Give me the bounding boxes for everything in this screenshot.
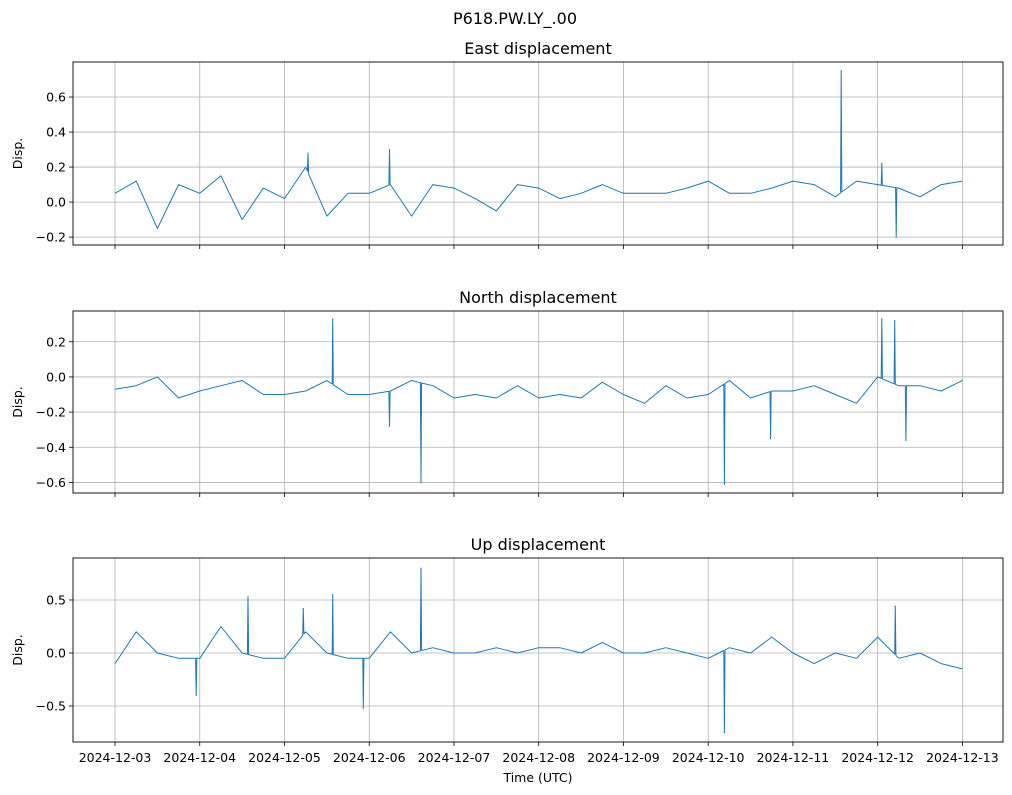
- subplot-east: −0.2 0.0 0.2 0.4 0.6 East displacement Disp.: [10, 39, 1004, 249]
- x-tick-label: 2024-12-13: [926, 750, 999, 765]
- spike-point: [420, 481, 422, 484]
- y-tick-label: 0.5: [46, 592, 66, 607]
- x-tick-label: 2024-12-06: [333, 750, 406, 765]
- series-line-north: [114, 318, 963, 485]
- y-tick-label: −0.4: [36, 440, 66, 455]
- x-tick-label: 2024-12-09: [587, 750, 660, 765]
- y-axis-label: Disp.: [10, 634, 25, 666]
- y-tick-label: −0.5: [36, 698, 66, 713]
- x-tick-label: 2024-12-05: [248, 750, 321, 765]
- y-tick-label: 0.0: [46, 195, 66, 210]
- x-tick-label: 2024-12-04: [163, 750, 236, 765]
- spike-point: [881, 318, 883, 320]
- spike-point: [247, 596, 249, 598]
- spike-point: [302, 607, 304, 610]
- spike-point: [195, 694, 197, 696]
- spike-point: [723, 731, 725, 734]
- axes-frame: [72, 557, 1004, 743]
- x-tick-label: 2024-12-08: [502, 750, 575, 765]
- axes-frame: [72, 310, 1004, 494]
- subplot-north: −0.6 −0.4 −0.2 0.0 0.2 North displacement Disp…: [10, 288, 1004, 497]
- spike-point: [894, 605, 896, 607]
- y-tick-label: 0.4: [46, 125, 66, 140]
- spike-point: [905, 439, 907, 441]
- y-tick-label: −0.2: [36, 405, 66, 420]
- spike-point: [723, 483, 725, 485]
- spike-point: [362, 707, 364, 709]
- spike-point: [307, 152, 309, 154]
- spike-point: [769, 437, 772, 440]
- y-tick-label: −0.2: [36, 230, 66, 245]
- axes-frame: [72, 61, 1004, 246]
- x-tick-label: 2024-12-10: [672, 750, 745, 765]
- spike-point: [388, 148, 391, 151]
- spike-point: [332, 318, 334, 320]
- spike-point: [895, 236, 897, 238]
- x-tick-label: 2024-12-03: [79, 750, 152, 765]
- x-tick-label: 2024-12-07: [418, 750, 491, 765]
- y-axis-label: Disp.: [10, 386, 25, 418]
- spike-point: [388, 425, 391, 427]
- y-tick-label: 0.0: [46, 369, 66, 384]
- y-tick-label: 0.0: [46, 645, 66, 660]
- subplot-title: East displacement: [464, 39, 611, 58]
- figure-suptitle: P618.PW.LY_.00: [453, 9, 577, 29]
- y-axis-label: Disp.: [10, 138, 25, 170]
- y-tick-label: 0.2: [46, 160, 66, 175]
- y-tick-label: 0.6: [46, 90, 66, 105]
- x-axis-label: Time (UTC): [502, 770, 572, 785]
- x-tick-label: 2024-12-12: [841, 750, 914, 765]
- series-line-east: [114, 70, 963, 238]
- subplot-title: Up displacement: [471, 535, 606, 554]
- subplot-up: −0.5 0.0 0.5 Up displacement Disp. 2024-12-03…: [10, 535, 1004, 765]
- spike-point: [894, 320, 896, 322]
- spike-point: [881, 162, 883, 165]
- y-tick-label: 0.2: [46, 334, 66, 349]
- x-tick-label: 2024-12-11: [757, 750, 830, 765]
- y-tick-label: −0.6: [36, 475, 66, 490]
- spike-point: [332, 594, 334, 596]
- spike-point: [420, 567, 422, 569]
- subplot-title: North displacement: [459, 288, 617, 307]
- spike-point: [840, 70, 842, 72]
- series-line-up: [114, 567, 963, 733]
